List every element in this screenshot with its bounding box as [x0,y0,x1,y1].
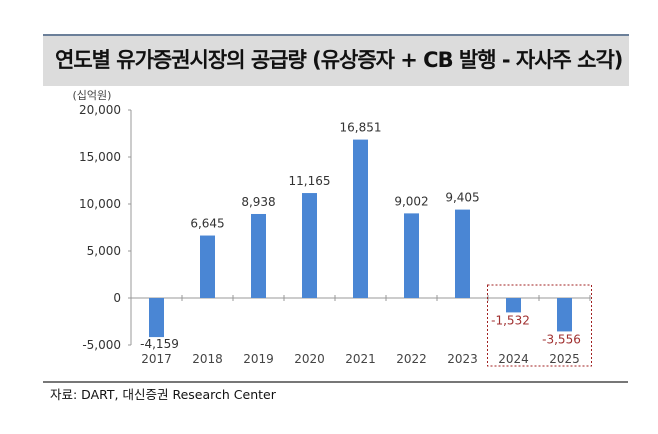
y-tick-label: 15,000 [79,150,121,164]
bar-2020 [302,193,317,298]
bar-2019 [251,213,266,298]
source-note: 자료: DART, 대신증권 Research Center [50,387,276,402]
data-label-2020: 11,165 [289,174,331,188]
data-label-2022: 9,002 [394,194,428,208]
x-tick-label-2017: 2017 [141,352,172,366]
x-tick-label-2023: 2023 [447,352,478,366]
x-tick-label-2018: 2018 [192,352,223,366]
bar-2023 [455,209,470,298]
highlight-box [487,284,592,367]
data-label-2025: -3,556 [542,332,581,346]
bar-2025 [557,298,572,332]
bottom-rule [43,381,628,383]
x-tick-label-2021: 2021 [345,352,376,366]
y-tick-label: -5,000 [82,338,121,352]
bar-2017 [149,298,164,338]
x-tick-label-2025: 2025 [549,352,580,366]
data-label-2021: 16,851 [340,121,382,135]
data-label-2024: -1,532 [491,313,530,327]
data-label-2018: 6,645 [190,217,224,231]
data-label-2017: -4,159 [140,337,179,351]
y-tick-label: 10,000 [79,197,121,211]
bar-2018 [200,235,215,298]
x-tick-label-2020: 2020 [294,352,325,366]
x-tick-label-2022: 2022 [396,352,427,366]
y-tick-label: 5,000 [87,244,121,258]
x-tick-label-2024: 2024 [498,352,529,366]
data-label-2019: 8,938 [241,195,275,209]
data-label-2023: 9,405 [445,191,479,205]
y-tick-label: 0 [113,291,121,305]
y-tick-label: 20,000 [79,103,121,117]
bar-2022 [404,213,419,298]
bar-2021 [353,139,368,298]
x-tick-label-2019: 2019 [243,352,274,366]
title-band: 연도별 유가증권시장의 공급량 (유상증자 + CB 발행 - 자사주 소각) [43,34,629,86]
y-axis-unit-label: (십억원) [73,89,112,102]
bar-2024 [506,298,521,313]
chart-title: 연도별 유가증권시장의 공급량 (유상증자 + CB 발행 - 자사주 소각) [55,48,623,72]
